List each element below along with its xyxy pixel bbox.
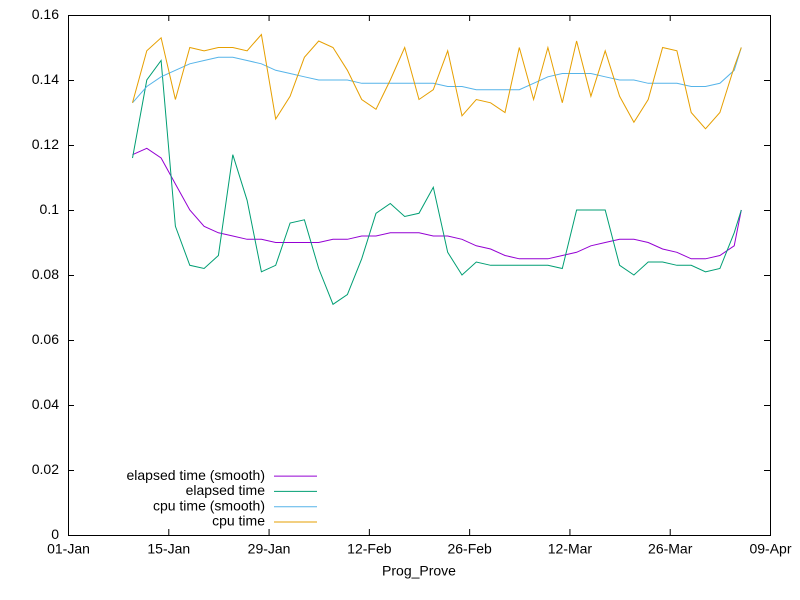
legend-label: cpu time — [212, 513, 265, 529]
y-tick-label: 0.08 — [32, 266, 59, 282]
x-tick-label: 29-Jan — [248, 541, 291, 557]
y-tick-label: 0.16 — [32, 6, 59, 22]
x-tick-label: 15-Jan — [147, 541, 190, 557]
series-line — [132, 47, 742, 104]
series-line — [132, 147, 742, 260]
y-tick-label: 0.12 — [32, 136, 59, 152]
legend-label: elapsed time (smooth) — [126, 467, 265, 483]
x-tick-label: 12-Mar — [548, 541, 593, 557]
series-line — [132, 59, 742, 306]
legend-label: cpu time (smooth) — [153, 497, 265, 513]
series-line — [132, 33, 742, 130]
x-tick-label: 12-Feb — [347, 541, 392, 557]
legend-label: elapsed time — [186, 482, 266, 498]
y-tick-label: 0 — [51, 526, 59, 542]
x-tick-label: 09-Apr — [749, 541, 791, 557]
y-tick-label: 0.14 — [32, 71, 59, 87]
y-tick-label: 0.04 — [32, 396, 59, 412]
y-tick-label: 0.02 — [32, 461, 59, 477]
x-tick-label: 01-Jan — [47, 541, 90, 557]
x-tick-label: 26-Feb — [447, 541, 492, 557]
y-tick-label: 0.1 — [40, 201, 60, 217]
y-tick-label: 0.06 — [32, 331, 59, 347]
x-axis-label: Prog_Prove — [382, 563, 456, 579]
x-tick-label: 26-Mar — [648, 541, 693, 557]
